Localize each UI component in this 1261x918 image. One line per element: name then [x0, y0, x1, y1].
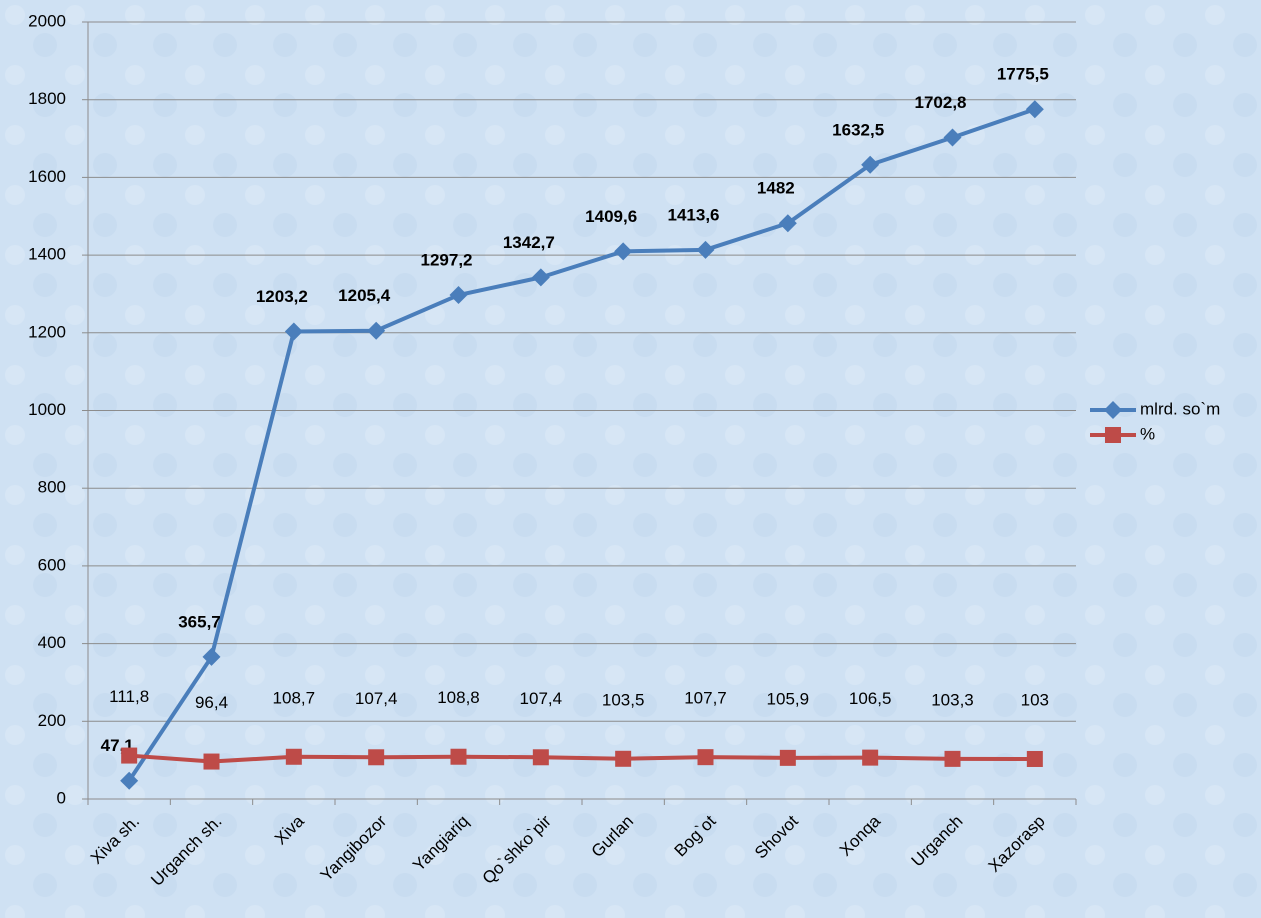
y-tick-label: 1000 [28, 400, 66, 419]
line-marker [284, 322, 303, 341]
data-label: 108,7 [273, 688, 316, 707]
data-label: 111,8 [109, 687, 149, 706]
data-label: 107,4 [520, 689, 563, 708]
data-label: 103 [1021, 690, 1049, 709]
line-marker [615, 750, 632, 767]
line-marker [121, 747, 138, 764]
line-marker [1105, 427, 1121, 443]
line-marker [450, 748, 467, 765]
y-tick-label: 600 [38, 555, 66, 574]
line-marker [861, 155, 880, 174]
data-label: 1702,8 [915, 93, 967, 112]
y-tick-label: 1600 [28, 167, 66, 186]
line-marker [697, 749, 714, 766]
data-label: 1632,5 [832, 120, 884, 139]
data-label: 103,3 [931, 690, 974, 709]
data-label: 1205,4 [338, 286, 391, 305]
data-label: 107,7 [684, 689, 727, 708]
line-marker [203, 753, 220, 770]
line-marker [944, 750, 961, 767]
data-label: 107,4 [355, 689, 398, 708]
y-tick-label: 2000 [28, 11, 66, 30]
line-marker [696, 240, 715, 259]
data-label: 108,8 [437, 688, 480, 707]
line-marker [449, 286, 468, 305]
line-marker [285, 748, 302, 765]
line-marker [862, 749, 879, 766]
y-tick-label: 400 [38, 633, 66, 652]
data-label: 1482 [757, 179, 795, 198]
data-label: 365,7 [178, 612, 221, 631]
line-marker [368, 749, 385, 766]
line-marker [1104, 401, 1122, 419]
line-marker [779, 749, 796, 766]
line-marker [1026, 750, 1043, 767]
y-tick-label: 1400 [28, 245, 66, 264]
line-marker [202, 647, 221, 666]
y-tick-label: 0 [57, 788, 66, 807]
line-marker [367, 321, 386, 340]
data-label: 103,5 [602, 690, 645, 709]
data-label: 96,4 [195, 693, 228, 712]
series-line [127, 107, 1036, 782]
data-label: 1203,2 [256, 287, 308, 306]
line-marker [531, 268, 550, 287]
y-tick-label: 1200 [28, 322, 66, 341]
line-marker [943, 128, 962, 147]
data-label: 1342,7 [503, 233, 555, 252]
data-label: 106,5 [849, 689, 892, 708]
data-label: 105,9 [767, 689, 810, 708]
y-tick-label: 200 [38, 711, 66, 730]
line-marker [778, 214, 797, 233]
y-tick-label: 1800 [28, 89, 66, 108]
line-marker [532, 749, 549, 766]
data-label: 1413,6 [668, 205, 720, 224]
legend-label: % [1140, 424, 1155, 443]
line-marker [614, 242, 633, 261]
series-line [129, 753, 1035, 764]
legend-label: mlrd. so`m [1140, 399, 1220, 418]
data-label: 1409,6 [585, 207, 637, 226]
data-label: 1297,2 [421, 251, 473, 270]
y-tick-label: 800 [38, 478, 66, 497]
line-marker [120, 771, 139, 790]
data-label: 1775,5 [997, 65, 1049, 84]
line-marker [1025, 100, 1044, 119]
